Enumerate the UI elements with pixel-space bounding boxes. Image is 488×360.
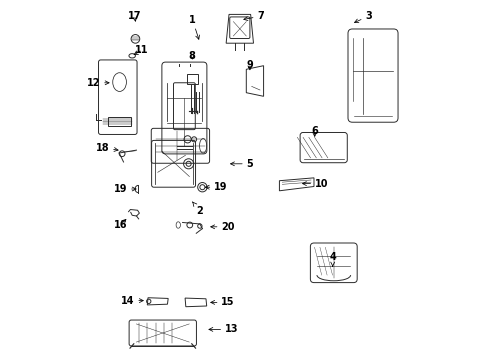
Text: 2: 2	[192, 202, 203, 216]
Text: 6: 6	[311, 126, 317, 136]
Bar	[186, 74, 197, 84]
Text: 5: 5	[230, 159, 252, 169]
Text: 16: 16	[113, 219, 127, 230]
Text: 11: 11	[134, 45, 148, 55]
Text: 9: 9	[246, 60, 253, 70]
Text: 20: 20	[210, 222, 234, 232]
Text: 18: 18	[96, 143, 118, 153]
Text: 4: 4	[328, 252, 335, 267]
Text: 19: 19	[205, 182, 227, 192]
Text: 19: 19	[114, 184, 136, 194]
Text: 3: 3	[354, 11, 371, 23]
Text: 17: 17	[128, 11, 141, 21]
Text: 12: 12	[87, 78, 109, 88]
Text: 8: 8	[188, 51, 195, 61]
Text: 7: 7	[244, 11, 264, 21]
Text: 1: 1	[189, 15, 199, 39]
Bar	[108, 117, 131, 126]
Text: 10: 10	[302, 179, 327, 189]
Text: 15: 15	[210, 297, 234, 307]
Text: 14: 14	[121, 296, 143, 306]
Text: 13: 13	[208, 324, 238, 334]
